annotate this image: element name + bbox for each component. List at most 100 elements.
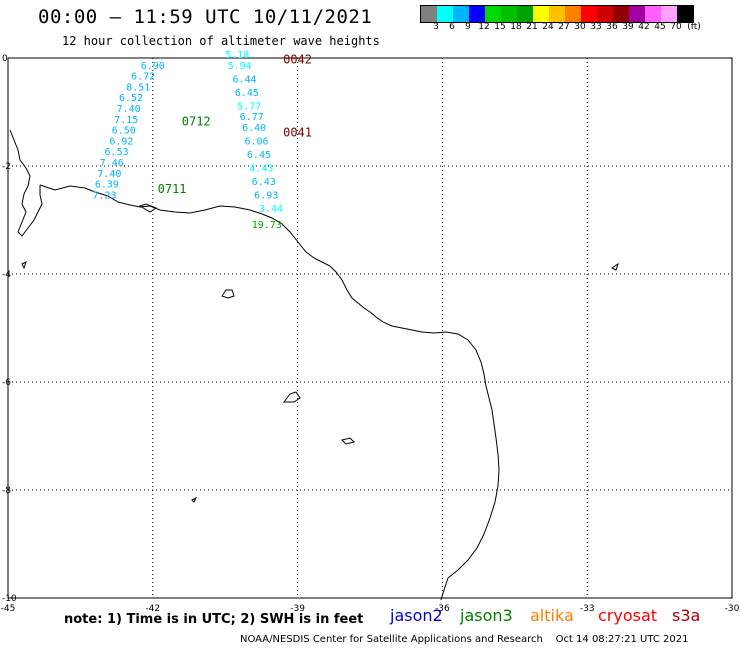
map-subtitle: 12 hour collection of altimeter wave hei… xyxy=(62,34,380,48)
legend-label: 45 xyxy=(654,22,666,32)
island-5 xyxy=(21,261,27,270)
wave-height-value: 6.39 xyxy=(95,180,119,191)
lat-tick-label: -8 xyxy=(2,486,11,496)
legend-swatch xyxy=(645,6,661,22)
wave-height-value: 7.40 xyxy=(117,104,141,115)
wave-height-value: 6.77 xyxy=(240,112,264,123)
coastline xyxy=(9,129,619,601)
legend-swatch xyxy=(581,6,597,22)
wave-height-value: 5.77 xyxy=(237,101,261,112)
lon-tick-label: -42 xyxy=(145,604,160,614)
lat-tick-label: -6 xyxy=(2,378,11,388)
legend-label: 6 xyxy=(449,22,455,32)
wave-height-value: 6.43 xyxy=(252,177,276,188)
wave-height-value: 6.93 xyxy=(254,190,278,201)
lon-tick-label: -45 xyxy=(1,604,16,614)
legend-swatch xyxy=(453,6,469,22)
legend-label: 30 xyxy=(574,22,586,32)
wave-height-value: 19.73 xyxy=(252,220,282,231)
wave-height-value: 6.45 xyxy=(235,88,259,99)
legend-swatch xyxy=(533,6,549,22)
legend-swatch xyxy=(565,6,581,22)
wave-height-value: 6.52 xyxy=(119,93,143,104)
legend-label: 9 xyxy=(465,22,471,32)
legend-label: 21 xyxy=(526,22,538,32)
legend-swatch xyxy=(437,6,453,22)
wave-height-value: 6.90 xyxy=(141,61,165,72)
wave-height-value: 6.92 xyxy=(109,136,133,147)
legend-label: 27 xyxy=(558,22,570,32)
lat-tick-label: -4 xyxy=(2,270,11,280)
legend-swatch xyxy=(613,6,629,22)
pass-time-label: 0712 xyxy=(182,115,211,129)
legend-swatch xyxy=(549,6,565,22)
satellite-s3a: s3a xyxy=(672,606,701,625)
legend-label: 70 xyxy=(670,22,682,32)
satellite-jason2: jason2 xyxy=(390,606,443,625)
legend-label: 3 xyxy=(433,22,439,32)
wave-height-value: 4.43 xyxy=(249,163,273,174)
pass-time-label: 0042 xyxy=(283,52,312,66)
color-scale-labels: 3 6 9 12 15 18 21 24 27 30 33 36 39 42 45 70 (ft) xyxy=(420,22,740,34)
coastline-northwest xyxy=(9,129,43,237)
lon-tick-label: -36 xyxy=(435,604,450,614)
coastline-main xyxy=(39,184,500,601)
legend-swatch xyxy=(421,6,437,22)
map-frame xyxy=(7,57,733,599)
pass-time-label: 0041 xyxy=(283,125,312,139)
wave-height-value: 7.23 xyxy=(92,190,116,201)
legend-swatch xyxy=(629,6,645,22)
island-7 xyxy=(191,496,198,503)
lat-tick-label: -2 xyxy=(2,162,11,172)
wave-height-value: 7.40 xyxy=(97,169,121,180)
lon-tick-label: -30 xyxy=(725,604,740,614)
island-3 xyxy=(341,437,355,445)
legend-label: 15 xyxy=(494,22,506,32)
lon-tick-label: -39 xyxy=(290,604,305,614)
island-2 xyxy=(283,391,301,403)
legend-swatch xyxy=(485,6,501,22)
wave-height-value: 6.44 xyxy=(232,74,256,85)
wave-height-value: 6.50 xyxy=(112,126,136,137)
wave-height-value: 7.15 xyxy=(114,115,138,126)
note-text: note: 1) Time is in UTC; 2) SWH is in fe… xyxy=(64,612,364,627)
legend-swatch xyxy=(517,6,533,22)
legend-label: (ft) xyxy=(687,22,701,32)
lat-tick-label: 0 xyxy=(2,54,8,64)
legend-label: 12 xyxy=(478,22,490,32)
legend-label: 24 xyxy=(542,22,554,32)
graticule: -45 -42 -39 -36 -33 -30 0 -2 -4 -6 -8 -10 xyxy=(1,54,740,614)
lon-tick-label: -33 xyxy=(580,604,595,614)
legend-swatch xyxy=(661,6,677,22)
satellite-altika: altika xyxy=(530,606,574,625)
wave-height-value: 6.40 xyxy=(242,123,266,134)
wave-height-value: 6.53 xyxy=(105,147,129,158)
island-4 xyxy=(138,203,158,213)
wave-height-value: 5.18 xyxy=(225,50,249,61)
map-title: 00:00 – 11:59 UTC 10/11/2021 xyxy=(38,6,373,28)
legend-label: 42 xyxy=(638,22,650,32)
wave-height-value: 8.51 xyxy=(126,82,150,93)
legend-swatch xyxy=(469,6,485,22)
color-scale-legend xyxy=(420,5,694,23)
island-6 xyxy=(611,262,619,271)
lat-tick-label: -10 xyxy=(2,594,17,604)
legend-swatch xyxy=(677,6,693,22)
legend-swatch xyxy=(597,6,613,22)
wave-height-value: 6.06 xyxy=(245,136,269,147)
island-1 xyxy=(221,289,235,299)
footer-credit: NOAA/NESDIS Center for Satellite Applica… xyxy=(240,634,689,645)
legend-label: 18 xyxy=(510,22,522,32)
satellite-cryosat: cryosat xyxy=(598,606,658,625)
wave-height-value: 6.45 xyxy=(247,150,271,161)
legend-label: 33 xyxy=(590,22,602,32)
wave-height-value: 6.72 xyxy=(131,72,155,83)
pass-time-label: 0711 xyxy=(158,182,187,196)
legend-label: 39 xyxy=(622,22,634,32)
legend-swatch xyxy=(501,6,517,22)
legend-label: 36 xyxy=(606,22,618,32)
pass-time-labels: 0042 0041 0712 0711 xyxy=(158,52,312,196)
wave-height-value: 7.46 xyxy=(100,158,124,169)
wave-height-observations: 6.906.728.516.527.407.156.506.926.537.46… xyxy=(92,50,283,231)
